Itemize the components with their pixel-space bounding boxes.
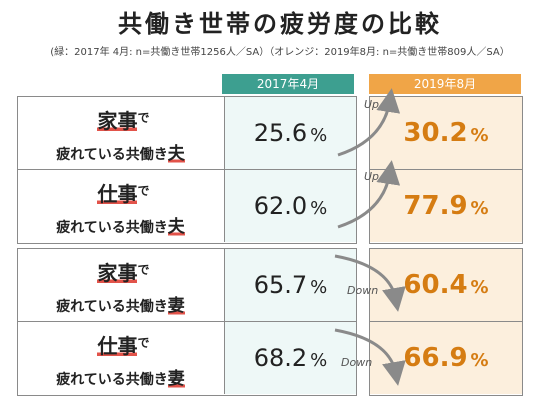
row-label-person: 夫 [167, 217, 185, 237]
table-row: 家事で 疲れている共働き妻 65.7% [18, 249, 356, 321]
value-2019: 66.9% [370, 321, 522, 394]
row-label-topic: 仕事 [97, 334, 138, 358]
change-label: Up [364, 98, 380, 111]
wife-group: 家事で 疲れている共働き妻 65.7% 仕事で 疲れている共働き妻 68.2% [17, 248, 357, 396]
down-arrow [334, 254, 406, 312]
row-label-topic: 家事 [97, 261, 138, 285]
change-label: Down [347, 284, 379, 297]
row-label-particle: で [137, 263, 150, 277]
value-2017: 62.0% [224, 170, 356, 242]
column-header-2017: 2017年4月 [222, 74, 354, 94]
values-2019-group-husband: 30.2% 77.9% [369, 96, 523, 244]
row-label-subject: 疲れている共働き [56, 299, 168, 315]
value-2017: 65.7% [224, 249, 356, 321]
row-label: 家事で 疲れている共働き妻 [18, 249, 223, 321]
row-label-topic: 家事 [97, 109, 138, 133]
row-label-subject: 疲れている共働き [56, 220, 168, 236]
row-label: 仕事で 疲れている共働き妻 [18, 322, 223, 394]
row-label-particle: で [137, 184, 150, 198]
value-2017: 25.6% [224, 97, 356, 169]
up-arrow [337, 88, 401, 157]
row-label: 仕事で 疲れている共働き夫 [18, 170, 223, 242]
column-header-2019: 2019年8月 [369, 74, 521, 94]
change-label: Down [341, 356, 373, 369]
down-arrow [334, 328, 406, 386]
row-label-particle: で [137, 336, 150, 350]
row-label-topic: 仕事 [97, 182, 138, 206]
row-label: 家事で 疲れている共働き夫 [18, 97, 223, 169]
value-2019: 77.9% [370, 169, 522, 242]
row-label-subject: 疲れている共働き [56, 147, 168, 163]
row-label-person: 妻 [167, 369, 185, 389]
row-label-subject: 疲れている共働き [56, 372, 168, 388]
change-label: Up [364, 170, 380, 183]
up-arrow [337, 160, 401, 229]
table-row: 家事で 疲れている共働き夫 25.6% [18, 97, 356, 169]
chart-subtitle: (緑：2017年 4月: n=共働き世帯1256人／SA）（オレンジ：2019年… [50, 47, 510, 58]
chart-title: 共働き世帯の疲労度の比較 [118, 10, 442, 38]
row-label-person: 妻 [167, 296, 185, 316]
table-row: 仕事で 疲れている共働き妻 68.2% [18, 321, 356, 394]
value-2017: 68.2% [224, 322, 356, 394]
table-row: 仕事で 疲れている共働き夫 62.0% [18, 169, 356, 242]
row-label-person: 夫 [167, 144, 185, 164]
row-label-particle: で [137, 111, 150, 125]
husband-group: 家事で 疲れている共働き夫 25.6% 仕事で 疲れている共働き夫 62.0% [17, 96, 357, 244]
